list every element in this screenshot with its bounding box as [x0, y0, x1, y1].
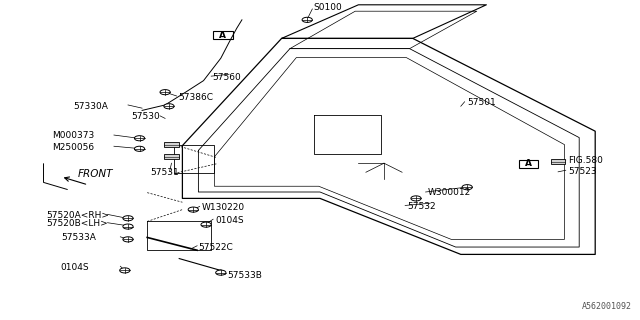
Circle shape [123, 216, 133, 221]
Text: 57533A: 57533A [61, 233, 95, 242]
Circle shape [123, 237, 133, 242]
Circle shape [188, 207, 198, 212]
Text: 57386C: 57386C [178, 93, 213, 102]
Text: 57523: 57523 [568, 167, 597, 176]
Text: M250056: M250056 [52, 143, 95, 152]
Text: 57522C: 57522C [198, 243, 233, 252]
Text: W300012: W300012 [428, 188, 471, 197]
Text: FIG.580: FIG.580 [568, 156, 603, 165]
Circle shape [411, 196, 421, 201]
Text: A562001092: A562001092 [582, 302, 632, 311]
Circle shape [216, 270, 226, 275]
Text: A: A [525, 159, 532, 168]
Text: 57533B: 57533B [227, 271, 262, 280]
Circle shape [123, 224, 133, 229]
Text: 0104S: 0104S [215, 216, 244, 225]
Circle shape [160, 90, 170, 95]
Circle shape [201, 222, 211, 227]
Text: 57520B<LH>: 57520B<LH> [46, 219, 108, 228]
Text: 57560: 57560 [212, 73, 241, 82]
Text: W130220: W130220 [202, 203, 244, 212]
Text: 57330A: 57330A [74, 102, 108, 111]
Bar [519, 160, 538, 168]
Bar [551, 159, 565, 164]
Bar [164, 154, 179, 159]
Text: A: A [220, 31, 226, 40]
Text: 57501: 57501 [467, 98, 496, 107]
Circle shape [120, 268, 130, 273]
Circle shape [462, 185, 472, 190]
Circle shape [164, 104, 174, 109]
Text: M000373: M000373 [52, 132, 95, 140]
Text: 57531: 57531 [150, 168, 179, 177]
Bar [213, 31, 232, 39]
Text: 0104S: 0104S [61, 263, 90, 272]
Circle shape [302, 17, 312, 22]
Text: S0100: S0100 [314, 4, 342, 12]
Text: 57530: 57530 [131, 112, 160, 121]
Circle shape [134, 146, 145, 151]
Circle shape [134, 136, 145, 141]
Text: 57520A<RH>: 57520A<RH> [46, 211, 109, 220]
Text: FRONT: FRONT [78, 169, 113, 180]
Text: 57532: 57532 [407, 202, 436, 211]
Bar [164, 142, 179, 147]
